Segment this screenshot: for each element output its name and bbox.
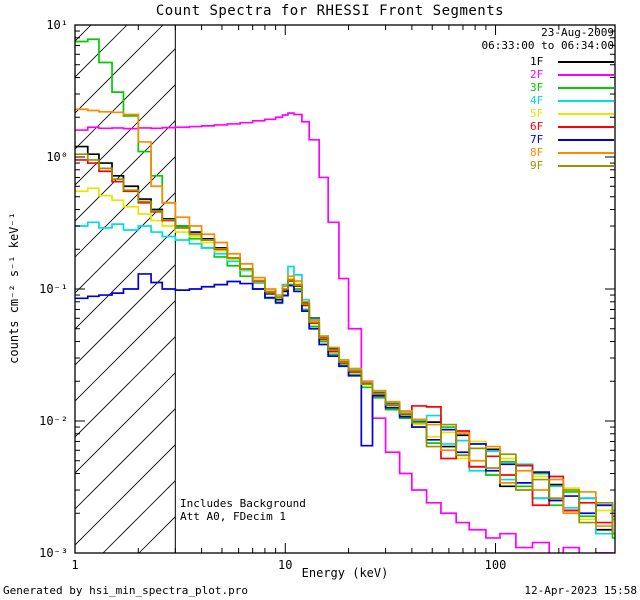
- legend-line-swatch: [558, 138, 614, 141]
- legend-item-2F: 2F: [530, 68, 614, 81]
- series-group: [75, 38, 615, 553]
- series-path-9F: [75, 153, 615, 535]
- y-tick-label: 10⁻³: [39, 546, 68, 560]
- x-tick-label: 100: [485, 558, 507, 572]
- y-tick-label: 10⁻¹: [39, 282, 68, 296]
- legend-label: 6F: [530, 120, 544, 133]
- legend-item-8F: 8F: [530, 146, 614, 159]
- legend-line-swatch: [558, 60, 614, 63]
- legend-label: 2F: [530, 68, 544, 81]
- legend-line-swatch: [558, 73, 614, 76]
- page-title: Count Spectra for RHESSI Front Segments: [155, 3, 505, 19]
- legend-item-7F: 7F: [530, 133, 614, 146]
- legend-label: 9F: [530, 159, 544, 172]
- x-tick-label: 1: [71, 558, 78, 572]
- legend-item-5F: 5F: [530, 107, 614, 120]
- legend-line-swatch: [558, 164, 614, 167]
- legend-item-1F: 1F: [530, 55, 614, 68]
- observation-time-range: 06:33:00 to 06:34:00: [481, 39, 614, 52]
- y-axis-label: counts cm⁻² s⁻¹ keV⁻¹: [7, 212, 21, 364]
- legend-item-9F: 9F: [530, 159, 614, 172]
- legend-item-6F: 6F: [530, 120, 614, 133]
- legend-label: 7F: [530, 133, 544, 146]
- legend-label: 3F: [530, 81, 544, 94]
- legend: 1F 2F 3F 4F 5F 6F 7F 8F 9F: [530, 55, 614, 172]
- series-path-2F: [75, 112, 614, 553]
- x-tick-label: 10: [278, 558, 292, 572]
- legend-line-swatch: [558, 99, 614, 102]
- y-tick-label: 10⁻²: [39, 414, 68, 428]
- generated-by-text: Generated by hsi_min_spectra_plot.pro: [3, 584, 249, 597]
- legend-item-4F: 4F: [530, 94, 614, 107]
- y-tick-label: 10¹: [46, 18, 68, 32]
- render-timestamp: 12-Apr-2023 15:58: [524, 584, 637, 597]
- axis-ticks: [74, 24, 615, 554]
- legend-label: 4F: [530, 94, 544, 107]
- attenuator-note: Att A0, FDecim 1: [180, 510, 286, 523]
- legend-label: 8F: [530, 146, 544, 159]
- legend-label: 5F: [530, 107, 544, 120]
- series-path-4F: [75, 221, 615, 535]
- legend-line-swatch: [558, 112, 614, 115]
- series-path-1F: [75, 145, 615, 531]
- background-note: Includes Background: [180, 497, 306, 510]
- x-axis-label: Energy (keV): [301, 566, 389, 580]
- legend-line-swatch: [558, 86, 614, 89]
- legend-line-swatch: [558, 125, 614, 128]
- legend-label: 1F: [530, 55, 544, 68]
- legend-line-swatch: [558, 151, 614, 154]
- y-tick-label: 10⁰: [46, 150, 68, 164]
- legend-item-3F: 3F: [530, 81, 614, 94]
